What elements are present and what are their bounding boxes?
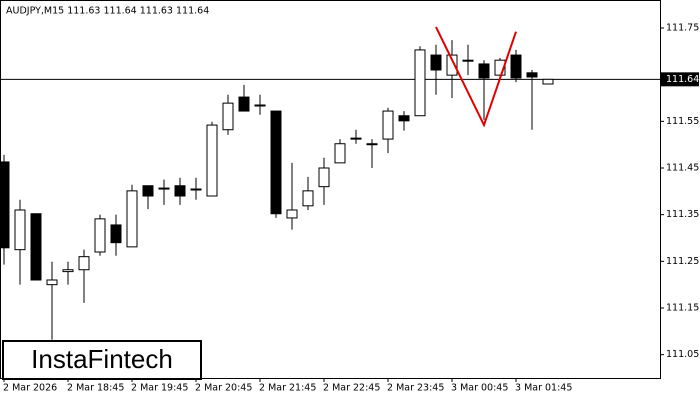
- y-tick-label: 111.25: [666, 256, 699, 267]
- current-price-label: 111.64: [666, 74, 699, 85]
- candle-body: [446, 54, 458, 76]
- candle-body: [494, 59, 506, 76]
- candle-body: [14, 209, 26, 251]
- y-tick-label: 111.55: [666, 116, 699, 127]
- candle-body: [46, 279, 58, 286]
- logo: InstaFintech: [31, 344, 173, 374]
- y-tick-label: 111.35: [666, 209, 699, 220]
- candle-body: [366, 143, 378, 146]
- candle-body: [78, 256, 90, 271]
- x-tick-label: 2 Mar 2026: [3, 383, 57, 394]
- candle-body: [462, 59, 474, 62]
- candle-body: [334, 143, 346, 164]
- y-tick-label: 111.15: [666, 303, 699, 314]
- candle-body: [126, 190, 138, 248]
- x-tick-label: 2 Mar 23:45: [387, 383, 444, 394]
- candle-body: [158, 187, 170, 190]
- candle-body: [350, 137, 362, 140]
- x-tick-label: 3 Mar 01:45: [515, 383, 572, 394]
- candle-body: [526, 72, 538, 78]
- candle-body: [174, 185, 186, 197]
- candle-body: [302, 190, 314, 207]
- x-tick-label: 3 Mar 00:45: [451, 383, 508, 394]
- candle-body: [510, 54, 522, 79]
- candle-body: [222, 102, 234, 131]
- candle-body: [30, 213, 42, 281]
- candle-body: [318, 167, 330, 188]
- x-tick-label: 2 Mar 20:45: [195, 383, 252, 394]
- candle-body: [270, 110, 282, 215]
- candle-body: [62, 269, 74, 273]
- candle-body: [430, 54, 442, 71]
- candle-body: [254, 104, 266, 107]
- candle-body: [382, 110, 394, 140]
- x-tick-label: 2 Mar 21:45: [259, 383, 316, 394]
- current-price-box: [661, 72, 699, 87]
- x-tick-label: 2 Mar 18:45: [67, 383, 124, 394]
- candle-body: [190, 188, 202, 191]
- y-tick-label: 111.75: [666, 23, 699, 34]
- candle-body: [0, 161, 10, 249]
- candle-body: [398, 115, 410, 122]
- candle-body: [94, 218, 106, 253]
- candle-body: [414, 49, 426, 117]
- candle-body: [238, 96, 250, 112]
- candle-body: [478, 63, 490, 79]
- candle-body: [542, 78, 554, 85]
- logo-box: [2, 340, 202, 380]
- chart-title: AUDJPY,M15 111.63 111.64 111.63 111.64: [6, 6, 209, 17]
- x-tick-label: 2 Mar 22:45: [323, 383, 380, 394]
- y-tick-label: 111.05: [666, 349, 699, 360]
- x-tick-label: 2 Mar 19:45: [131, 383, 188, 394]
- candle-body: [206, 124, 218, 197]
- pattern-line: [435, 26, 517, 128]
- candle-body: [110, 224, 122, 244]
- y-tick-label: 111.45: [666, 163, 699, 174]
- candle-body: [142, 185, 154, 197]
- candle-body: [286, 209, 298, 219]
